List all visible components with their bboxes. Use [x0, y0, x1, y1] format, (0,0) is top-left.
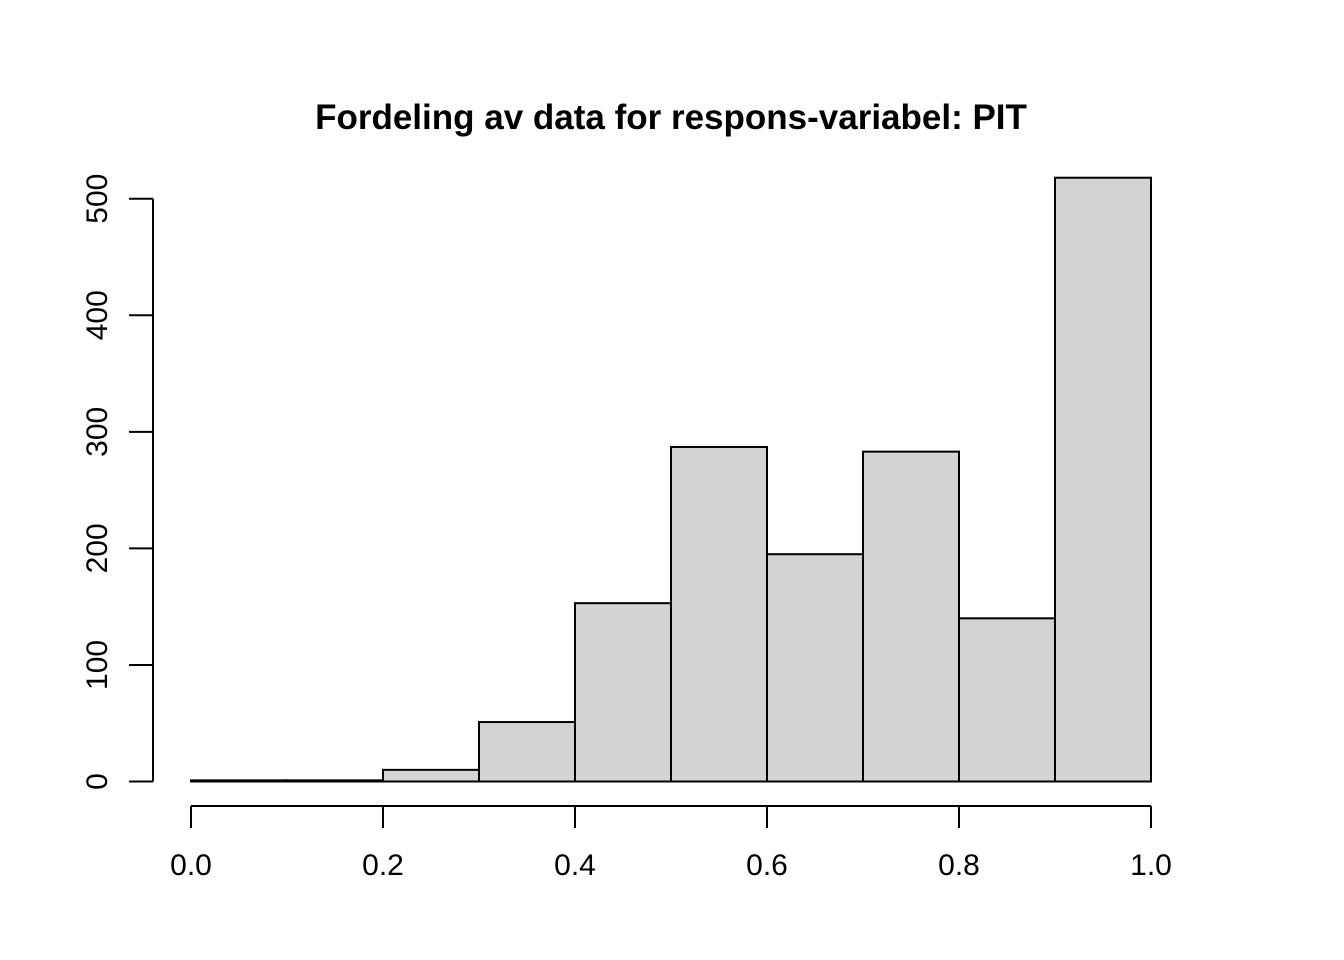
y-tick-label: 100 [81, 640, 114, 690]
histogram-bar-10 [1054, 176, 1152, 783]
x-tick-label: 1.0 [1130, 849, 1172, 882]
histogram-bar-3 [382, 768, 480, 783]
histogram-bar-8 [862, 450, 960, 783]
y-axis: 0 100 200 300 400 500 [81, 174, 154, 790]
x-tick-label: 0.2 [362, 849, 404, 882]
y-tick-label: 200 [81, 523, 114, 573]
y-tick-label: 500 [81, 174, 114, 224]
histogram-bar-1 [190, 779, 288, 783]
chart-title: Fordeling av data for respons-variabel: … [315, 98, 1027, 137]
x-tick-label: 0.0 [170, 849, 212, 882]
histogram-bar-5 [574, 602, 672, 783]
bars-group [190, 176, 1152, 783]
x-tick-label: 0.6 [746, 849, 788, 882]
histogram-bar-9 [958, 617, 1056, 783]
x-tick-label: 0.8 [938, 849, 980, 882]
histogram-bar-7 [766, 553, 864, 783]
histogram-bar-2 [286, 779, 384, 783]
histogram-bar-4 [478, 721, 576, 783]
y-tick-label: 400 [81, 290, 114, 340]
y-tick-label: 0 [81, 773, 114, 790]
x-axis: 0.0 0.2 0.4 0.6 0.8 1.0 [170, 805, 1172, 882]
x-tick-label: 0.4 [554, 849, 596, 882]
histogram-bar-6 [670, 445, 768, 783]
y-tick-label: 300 [81, 407, 114, 457]
